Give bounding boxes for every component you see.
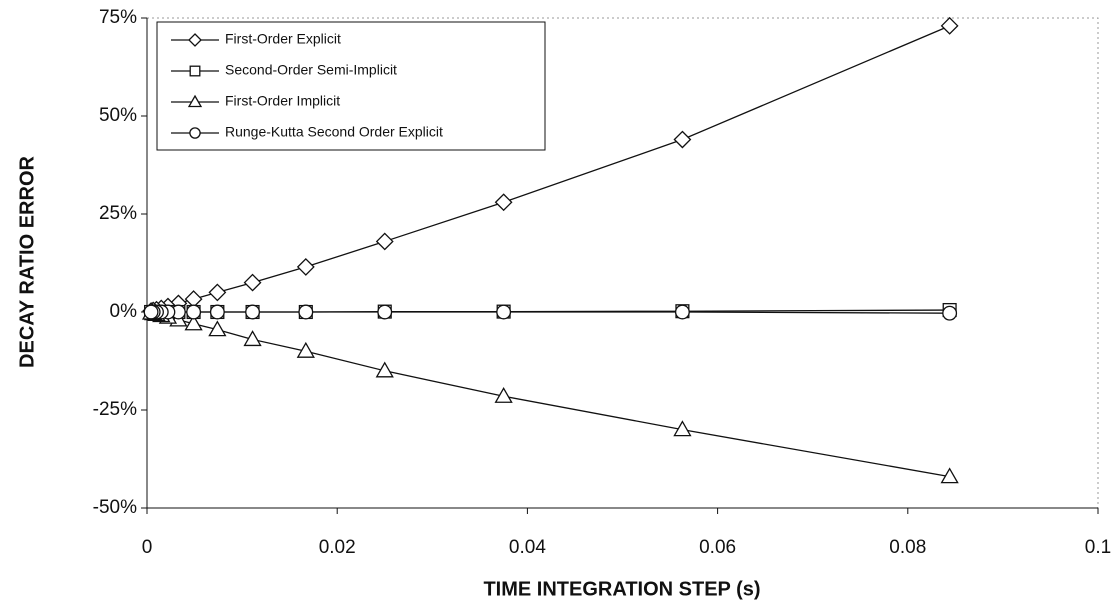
y-tick-label: -25% <box>93 399 137 420</box>
marker <box>143 304 159 320</box>
x-tick-label: 0.08 <box>889 537 926 558</box>
x-tick-label: 0.02 <box>319 537 356 558</box>
marker <box>494 193 513 212</box>
marker <box>189 127 201 139</box>
x-axis-title: TIME INTEGRATION STEP (s) <box>483 578 760 600</box>
marker <box>245 304 261 320</box>
legend-label: Second-Order Semi-Implicit <box>225 62 397 78</box>
y-tick-label: 0% <box>110 301 138 322</box>
legend-label: First-Order Implicit <box>225 93 340 109</box>
marker <box>243 330 262 347</box>
y-tick-label: -50% <box>93 497 137 518</box>
marker <box>296 341 315 358</box>
marker <box>187 94 203 108</box>
marker <box>673 420 692 437</box>
marker <box>940 16 959 35</box>
marker <box>375 361 394 378</box>
y-tick-label: 75% <box>99 7 137 28</box>
series-line <box>151 311 950 314</box>
marker <box>496 304 512 320</box>
y-tick-label: 25% <box>99 203 137 224</box>
legend-label: First-Order Explicit <box>225 31 341 47</box>
marker <box>298 304 314 320</box>
series-line <box>150 312 950 478</box>
marker <box>296 258 315 276</box>
marker <box>184 314 203 331</box>
x-tick-label: 0 <box>142 537 153 558</box>
y-tick-label: 50% <box>99 105 137 126</box>
marker <box>208 283 227 302</box>
legend-box <box>156 21 546 151</box>
y-axis-title: DECAY RATIO ERROR <box>16 156 38 368</box>
marker <box>674 304 690 320</box>
marker <box>942 305 958 321</box>
marker <box>208 320 227 337</box>
marker <box>186 304 202 320</box>
marker <box>243 273 262 292</box>
marker <box>188 33 202 47</box>
x-tick-label: 0.06 <box>699 537 736 558</box>
marker <box>209 304 225 320</box>
legend-label: Runge-Kutta Second Order Explicit <box>225 124 443 140</box>
marker <box>940 467 959 484</box>
marker <box>189 65 201 77</box>
x-tick-label: 0.1 <box>1085 537 1111 558</box>
marker <box>375 232 394 251</box>
marker <box>494 386 513 403</box>
marker <box>377 304 393 320</box>
marker <box>673 130 692 149</box>
x-tick-label: 0.04 <box>509 537 546 558</box>
